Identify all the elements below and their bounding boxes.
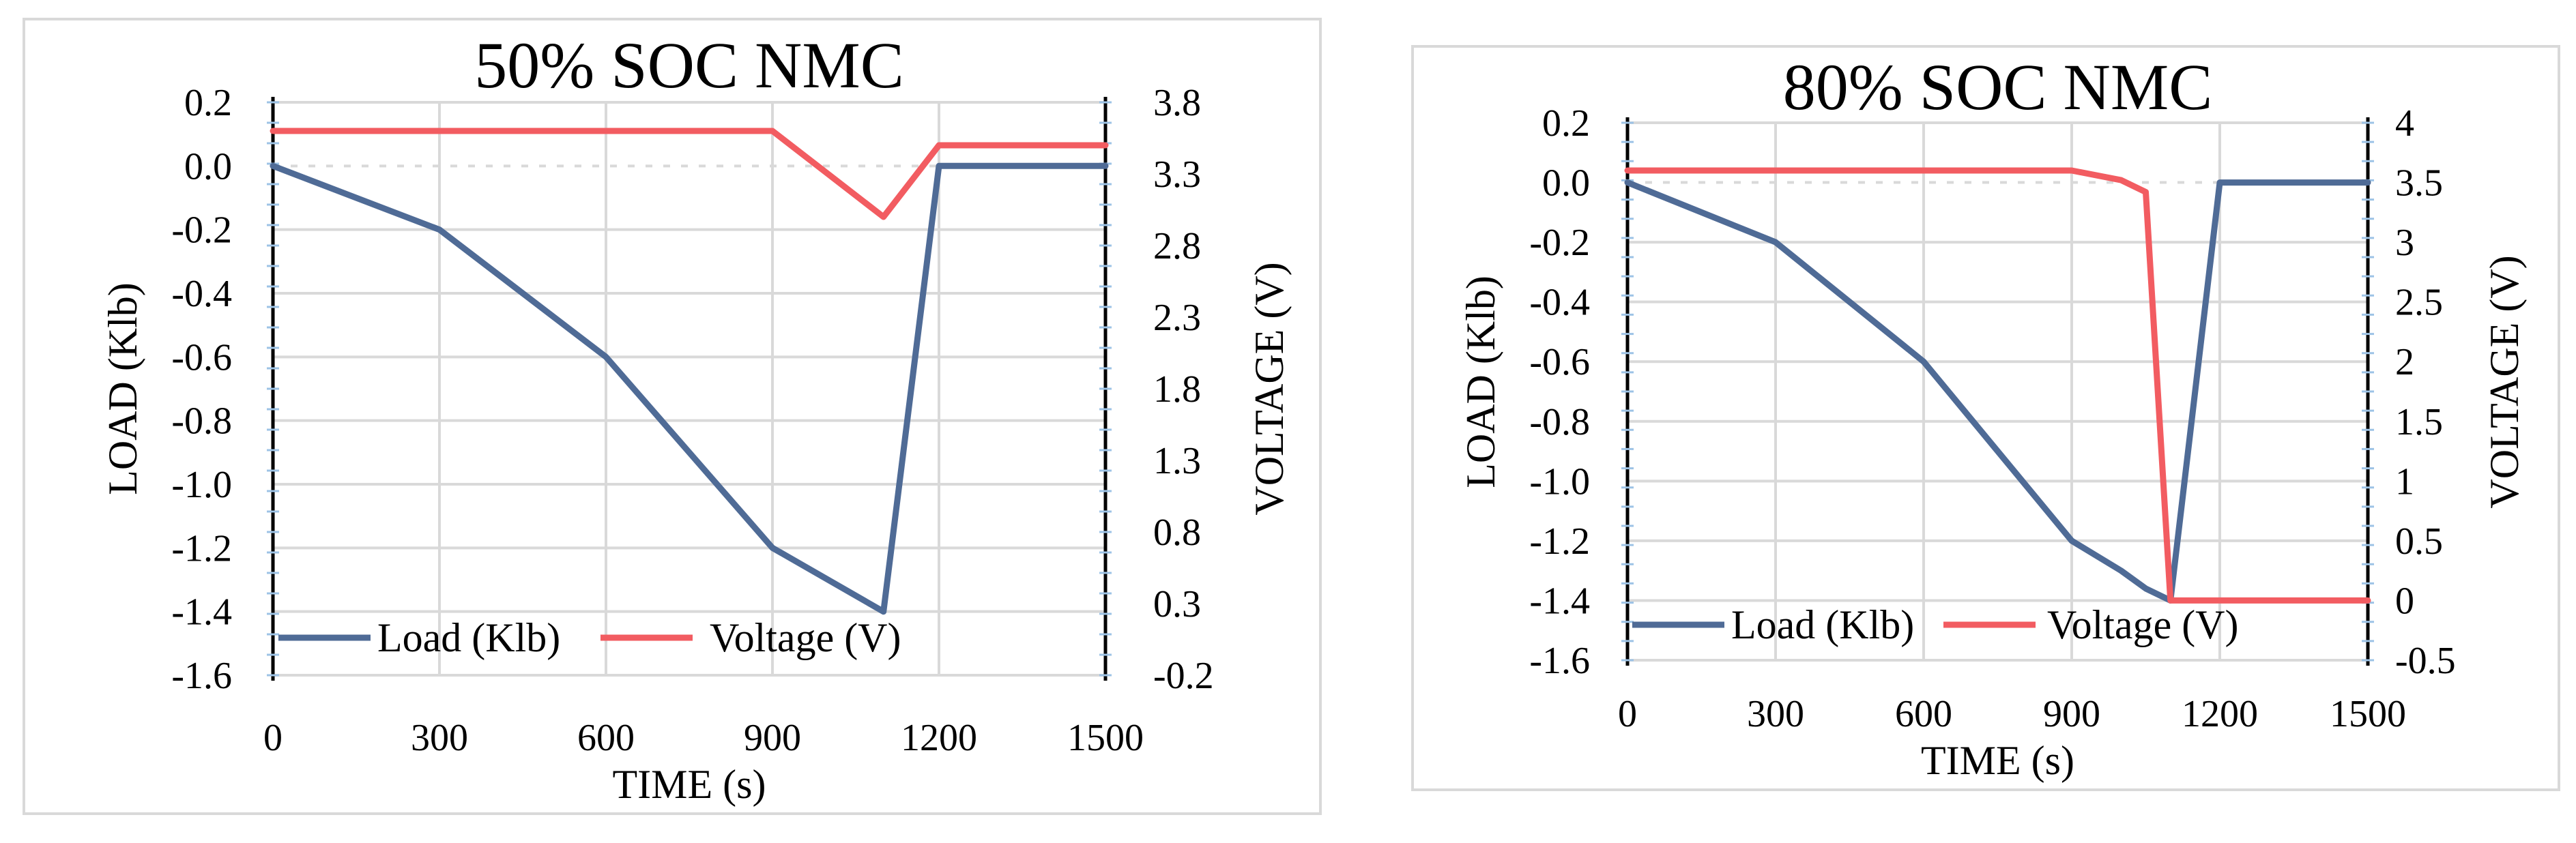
x-tick-label: 1500 bbox=[1067, 717, 1144, 759]
y2-tick-label: 2.8 bbox=[1153, 225, 1201, 267]
y-tick-label: -1.0 bbox=[1529, 460, 1590, 503]
chart-svg-1: 50% SOC NMC 0 300 600 900 1200 1500 0.2 0.0 -0.2 -… bbox=[23, 18, 1322, 815]
voltage-data-point bbox=[938, 145, 940, 146]
y2-tick-label: 0.8 bbox=[1153, 512, 1201, 554]
y2-tick-label: -0.5 bbox=[2395, 640, 2456, 682]
x-tick-label: 0 bbox=[263, 717, 283, 759]
voltage-data-point bbox=[883, 216, 884, 218]
y-tick-label: 0.0 bbox=[1542, 162, 1590, 205]
load-data-point bbox=[439, 229, 440, 231]
y-tick-label: -0.2 bbox=[1529, 222, 1590, 264]
y2-axis-title: VOLTAGE (V) bbox=[1247, 262, 1292, 515]
voltage-data-point bbox=[272, 130, 274, 132]
y-tick-label: -1.6 bbox=[1529, 640, 1590, 682]
y-tick-label: -1.4 bbox=[1529, 580, 1590, 622]
chart-title: 50% SOC NMC bbox=[474, 29, 903, 102]
y-tick-label: -0.4 bbox=[171, 273, 232, 315]
y2-tick-label: 2.3 bbox=[1153, 297, 1201, 339]
chart-panel-50-soc: 50% SOC NMC 0 300 600 900 1200 1500 0.2 0.0 -0.2 -… bbox=[23, 18, 1322, 815]
x-tick-label: 900 bbox=[744, 717, 801, 759]
chart-title: 80% SOC NMC bbox=[1783, 50, 2212, 123]
voltage-data-point bbox=[772, 130, 773, 132]
x-axis-title: TIME (s) bbox=[613, 762, 766, 807]
y-axis-title: LOAD (Klb) bbox=[1458, 276, 1503, 488]
y2-tick-label: 2 bbox=[2395, 341, 2414, 383]
y2-tick-label: 2.5 bbox=[2395, 282, 2443, 324]
y2-tick-label: 4 bbox=[2395, 102, 2414, 145]
voltage-data-point bbox=[1105, 145, 1106, 146]
y2-tick-label: 3.3 bbox=[1153, 153, 1201, 196]
load-data-point bbox=[1627, 182, 1628, 183]
y-tick-label: -0.6 bbox=[171, 336, 232, 379]
voltage-series-line bbox=[1624, 167, 2371, 604]
y2-tick-label: 1 bbox=[2395, 460, 2414, 503]
x-tick-label: 1200 bbox=[2182, 693, 2258, 735]
x-tick-label: 300 bbox=[411, 717, 468, 759]
y2-tick-label: 3.5 bbox=[2395, 162, 2443, 205]
x-tick-label: 600 bbox=[577, 717, 635, 759]
y2-tick-label: 0.5 bbox=[2395, 520, 2443, 563]
legend-label-voltage: Voltage (V) bbox=[2047, 602, 2239, 647]
voltage-data-point bbox=[2367, 600, 2369, 601]
y2-tick-label: 3.8 bbox=[1153, 82, 1201, 124]
y-tick-label: -0.8 bbox=[171, 400, 232, 443]
y-tick-label: 0.2 bbox=[184, 82, 232, 124]
x-tick-label: 0 bbox=[1618, 693, 1637, 735]
legend-label-load: Load (Klb) bbox=[377, 615, 560, 660]
y2-tick-label: 1.5 bbox=[2395, 401, 2443, 443]
voltage-data-point bbox=[2170, 600, 2171, 601]
y2-tick-label: 3 bbox=[2395, 222, 2414, 264]
y-tick-label: -0.4 bbox=[1529, 282, 1590, 324]
load-data-point bbox=[2120, 570, 2122, 572]
y2-tick-label: -0.2 bbox=[1153, 655, 1214, 697]
y-tick-label: -0.8 bbox=[1529, 401, 1590, 443]
y-tick-label: -1.0 bbox=[171, 464, 232, 506]
voltage-data-point bbox=[2120, 179, 2122, 181]
y-axis-title: LOAD (Klb) bbox=[100, 282, 145, 495]
y2-axis-title: VOLTAGE (V) bbox=[2482, 255, 2527, 508]
x-tick-label: 900 bbox=[2043, 693, 2100, 735]
y2-tick-label: 1.3 bbox=[1153, 440, 1201, 482]
y2-tick-label: 0.3 bbox=[1153, 583, 1201, 625]
x-tick-label: 600 bbox=[1895, 693, 1952, 735]
chart-panel-80-soc: 80% SOC NMC 0 300 600 900 1200 1500 0.2 0.0 -0.2 -… bbox=[1392, 0, 2576, 840]
legend-label-voltage: Voltage (V) bbox=[710, 615, 901, 660]
x-tick-label: 1500 bbox=[2330, 693, 2406, 735]
x-tick-label: 300 bbox=[1747, 693, 1804, 735]
y-tick-label: -0.2 bbox=[171, 209, 232, 252]
y2-tick-label: 0 bbox=[2395, 580, 2414, 622]
x-tick-label: 1200 bbox=[901, 717, 977, 759]
legend-label-load: Load (Klb) bbox=[1731, 602, 1914, 647]
y-tick-label: -1.2 bbox=[1529, 520, 1590, 563]
y2-tick-label: 1.8 bbox=[1153, 368, 1201, 411]
y-tick-label: -0.6 bbox=[1529, 341, 1590, 383]
y-tick-label: -1.6 bbox=[171, 655, 232, 697]
y-tick-label: -1.4 bbox=[171, 591, 232, 634]
y-tick-label: 0.2 bbox=[1542, 102, 1590, 145]
load-data-point bbox=[2145, 588, 2146, 589]
load-data-point bbox=[883, 611, 884, 612]
y-tick-label: -1.2 bbox=[171, 527, 232, 570]
y-tick-label: 0.0 bbox=[184, 145, 232, 188]
x-axis-title: TIME (s) bbox=[1921, 738, 2074, 783]
chart-svg-2: 80% SOC NMC 0 300 600 900 1200 1500 0.2 0.0 -0.2 -… bbox=[1411, 45, 2560, 791]
load-data-point bbox=[2367, 182, 2369, 183]
